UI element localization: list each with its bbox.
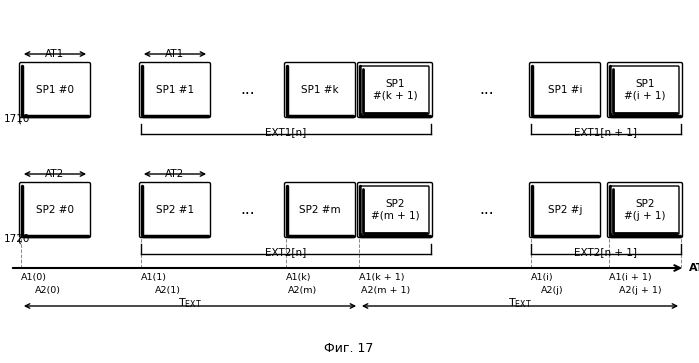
Text: EXT1[n + 1]: EXT1[n + 1] <box>575 127 637 137</box>
FancyBboxPatch shape <box>530 62 600 118</box>
Text: A1(0): A1(0) <box>21 273 47 282</box>
Text: AT1: AT1 <box>45 49 64 59</box>
Text: SP2 #m: SP2 #m <box>299 205 341 215</box>
Text: T$_{\mathrm{EXT}}$: T$_{\mathrm{EXT}}$ <box>508 296 532 310</box>
FancyBboxPatch shape <box>611 66 679 114</box>
Text: A1(k + 1): A1(k + 1) <box>359 273 405 282</box>
FancyBboxPatch shape <box>284 183 356 237</box>
Text: A2(0): A2(0) <box>35 286 61 295</box>
Text: A2(j): A2(j) <box>541 286 563 295</box>
FancyBboxPatch shape <box>607 62 682 118</box>
FancyBboxPatch shape <box>20 62 90 118</box>
FancyBboxPatch shape <box>140 62 210 118</box>
Text: SP1
#(i + 1): SP1 #(i + 1) <box>624 79 665 101</box>
FancyBboxPatch shape <box>357 183 433 237</box>
Text: A2(m + 1): A2(m + 1) <box>361 286 410 295</box>
Text: A2(j + 1): A2(j + 1) <box>619 286 662 295</box>
Text: AT2: AT2 <box>166 169 185 179</box>
Text: SP2 #1: SP2 #1 <box>156 205 194 215</box>
Text: EXT1[n]: EXT1[n] <box>266 127 307 137</box>
Text: EXT2[n + 1]: EXT2[n + 1] <box>575 247 637 257</box>
Text: A1(1): A1(1) <box>141 273 167 282</box>
FancyBboxPatch shape <box>607 183 682 237</box>
FancyBboxPatch shape <box>361 66 429 114</box>
Text: SP2
#(m + 1): SP2 #(m + 1) <box>370 199 419 221</box>
Text: EXT2[n]: EXT2[n] <box>266 247 307 257</box>
Text: SP2
#(j + 1): SP2 #(j + 1) <box>624 199 665 221</box>
Text: A1(i): A1(i) <box>531 273 554 282</box>
Text: ...: ... <box>480 203 494 217</box>
FancyBboxPatch shape <box>611 186 679 234</box>
Text: SP2 #0: SP2 #0 <box>36 205 74 215</box>
Text: SP1 #0: SP1 #0 <box>36 85 74 95</box>
FancyBboxPatch shape <box>20 183 90 237</box>
Text: 1720: 1720 <box>4 234 30 244</box>
Text: SP1
#(k + 1): SP1 #(k + 1) <box>373 79 417 101</box>
Text: ATC: ATC <box>689 263 699 273</box>
Text: Фиг. 17: Фиг. 17 <box>324 342 374 355</box>
Text: AT1: AT1 <box>166 49 185 59</box>
Text: SP1 #1: SP1 #1 <box>156 85 194 95</box>
Text: A1(i + 1): A1(i + 1) <box>609 273 651 282</box>
Text: A2(1): A2(1) <box>155 286 181 295</box>
Text: ...: ... <box>480 82 494 98</box>
Text: T$_{\mathrm{EXT}}$: T$_{\mathrm{EXT}}$ <box>178 296 202 310</box>
Text: SP1 #i: SP1 #i <box>548 85 582 95</box>
Text: 1710: 1710 <box>4 114 30 124</box>
FancyBboxPatch shape <box>284 62 356 118</box>
Text: A2(m): A2(m) <box>288 286 317 295</box>
Text: ...: ... <box>240 82 255 98</box>
Text: ...: ... <box>240 203 255 217</box>
Text: A1(k): A1(k) <box>286 273 312 282</box>
FancyBboxPatch shape <box>530 183 600 237</box>
Text: SP2 #j: SP2 #j <box>548 205 582 215</box>
FancyBboxPatch shape <box>357 62 433 118</box>
Text: AT2: AT2 <box>45 169 64 179</box>
FancyBboxPatch shape <box>140 183 210 237</box>
FancyBboxPatch shape <box>361 186 429 234</box>
Text: SP1 #k: SP1 #k <box>301 85 339 95</box>
